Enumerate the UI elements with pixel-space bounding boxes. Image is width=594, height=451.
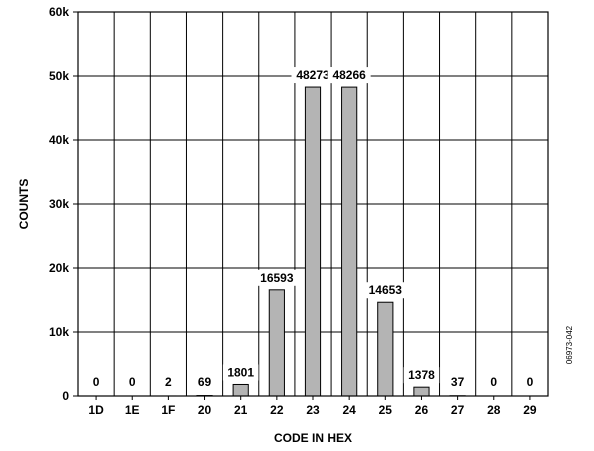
x-tick-label-26: 26 <box>415 403 429 417</box>
data-label-bg <box>125 374 139 390</box>
x-tick-label-1D: 1D <box>88 403 104 417</box>
data-label-27: 37 <box>451 375 465 389</box>
x-axis-title: CODE IN HEX <box>274 431 352 445</box>
data-label-bg <box>89 374 103 390</box>
data-labels: 0 0 2 69 1801 16593 48273 48266 14653 1378 37 0 0 <box>89 67 537 390</box>
x-tick-label-29: 29 <box>523 403 537 417</box>
x-tick-label-25: 25 <box>379 403 393 417</box>
y-tick-label: 60k <box>49 5 69 19</box>
y-tick-label: 0 <box>62 389 69 403</box>
data-label-bg <box>222 364 259 381</box>
y-tick-label: 50k <box>49 69 69 83</box>
data-label-bg <box>255 269 299 286</box>
x-tick-labels: 1D 1E 1F 20 21 22 23 24 25 26 27 28 29 <box>88 403 537 417</box>
figure-id: 06973-042 <box>565 325 574 364</box>
x-tick-label-23: 23 <box>306 403 320 417</box>
x-tick-label-28: 28 <box>487 403 501 417</box>
bar-23 <box>304 86 322 397</box>
y-tick-labels: 0 10k 20k 30k 40k 50k 60k <box>49 5 69 403</box>
y-tick-label: 30k <box>49 197 69 211</box>
data-label-20: 69 <box>198 375 212 389</box>
data-label-bg <box>363 282 407 299</box>
x-tick-label-21: 21 <box>234 403 248 417</box>
data-label-24: 48266 <box>332 68 366 82</box>
data-label-23: 48273 <box>296 68 330 82</box>
x-tick-label-22: 22 <box>270 403 284 417</box>
data-label-1D: 0 <box>93 375 100 389</box>
data-label-bg <box>487 374 501 390</box>
x-tick-label-1F: 1F <box>161 403 175 417</box>
data-label-bg <box>161 374 176 390</box>
data-label-bg <box>291 67 335 84</box>
bar-21 <box>232 383 249 397</box>
x-tick-label-24: 24 <box>342 403 356 417</box>
bar-25 <box>377 301 394 397</box>
y-axis-title: COUNTS <box>17 179 31 230</box>
bar-22 <box>268 289 285 397</box>
data-label-bg <box>194 374 215 390</box>
data-label-29: 0 <box>527 375 534 389</box>
x-tick-label-1E: 1E <box>125 403 140 417</box>
data-label-bg <box>447 374 469 390</box>
plot-frame <box>77 11 549 397</box>
y-tick-label: 10k <box>49 325 69 339</box>
bar-24 <box>341 86 358 397</box>
data-label-bg <box>327 67 371 84</box>
x-tick-label-27: 27 <box>451 403 465 417</box>
y-tick-label: 40k <box>49 133 69 147</box>
data-label-28: 0 <box>490 375 497 389</box>
data-label-22: 16593 <box>260 271 294 285</box>
bar-26 <box>413 386 430 397</box>
data-label-26: 1378 <box>408 368 435 382</box>
data-label-21: 1801 <box>227 365 254 379</box>
data-label-1E: 0 <box>129 375 136 389</box>
x-tick-label-20: 20 <box>198 403 212 417</box>
data-label-bg <box>403 367 440 384</box>
y-tick-label: 20k <box>49 261 69 275</box>
bars <box>160 86 466 397</box>
data-label-1F: 2 <box>165 375 172 389</box>
data-label-25: 14653 <box>369 283 403 297</box>
data-label-bg <box>523 374 537 390</box>
